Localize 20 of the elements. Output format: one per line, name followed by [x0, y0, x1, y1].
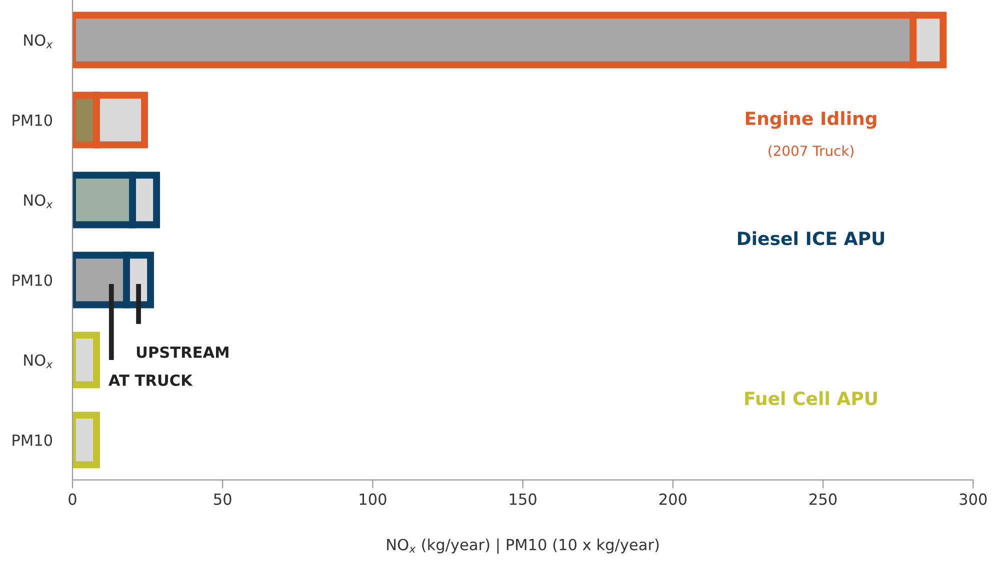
x-tick-label: 50	[214, 493, 232, 505]
text: UPSTREAM	[136, 346, 228, 358]
y-tick-label: NO$_{x}$	[24, 194, 53, 208]
y-tick-label: PM10	[12, 274, 52, 286]
y-tick-label: NO$_{x}$	[24, 354, 53, 368]
annotation: Diesel ICE APU	[738, 231, 884, 246]
x-tick-label: 250	[810, 493, 837, 505]
x-axis-title: NO$_{x}$ (kg/year) | PM10 (10 x kg/year)	[387, 538, 659, 554]
x-tick-label: 150	[510, 493, 536, 505]
x-tick-label: 300	[960, 493, 987, 505]
y-tick-label: PM10	[12, 434, 52, 446]
annotation: (2007 Truck)	[768, 145, 854, 158]
x-tick-label: 0	[68, 493, 76, 505]
annotation: Engine Idling	[746, 111, 876, 129]
y-tick-label: NO$_{x}$	[24, 34, 53, 48]
x-tick-label: 100	[360, 493, 386, 505]
annotation: Fuel Cell APU	[745, 391, 877, 406]
y-tick-label: PM10	[12, 114, 52, 126]
text: AT TRUCK	[108, 374, 193, 386]
x-tick-label: 200	[659, 493, 686, 505]
